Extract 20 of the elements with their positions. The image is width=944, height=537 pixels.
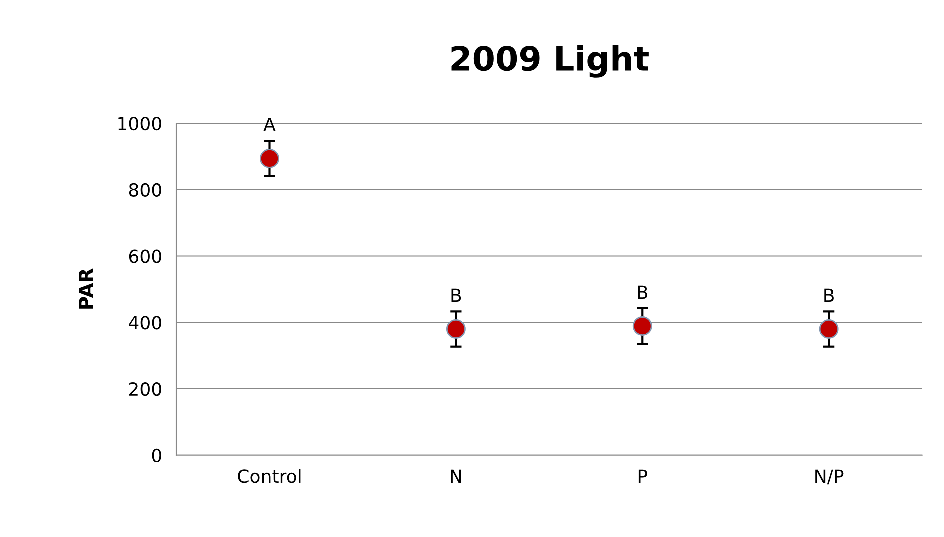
y-axis-title: PAR — [79, 268, 94, 309]
annotation: B — [452, 288, 462, 302]
annotation: B — [638, 286, 648, 300]
chart-title: 2009 Light — [452, 45, 649, 78]
point — [819, 320, 839, 339]
y-tick-label: 200 — [130, 382, 162, 396]
y-tick-label: 0 — [152, 448, 162, 462]
y-tick-label: 600 — [129, 250, 162, 264]
point — [446, 320, 466, 339]
x-tick-label: Control — [238, 469, 301, 484]
point — [632, 316, 652, 336]
x-tick-label: P — [638, 470, 648, 483]
y-tick-label: 1000 — [118, 116, 162, 131]
point — [260, 148, 280, 168]
annotation: B — [824, 288, 834, 302]
y-tick-label: 800 — [129, 183, 162, 197]
y-tick-label: 400 — [129, 316, 162, 330]
annotation: A — [264, 118, 276, 132]
x-tick-label: N — [451, 470, 462, 483]
x-tick-label: N/P — [816, 470, 844, 485]
